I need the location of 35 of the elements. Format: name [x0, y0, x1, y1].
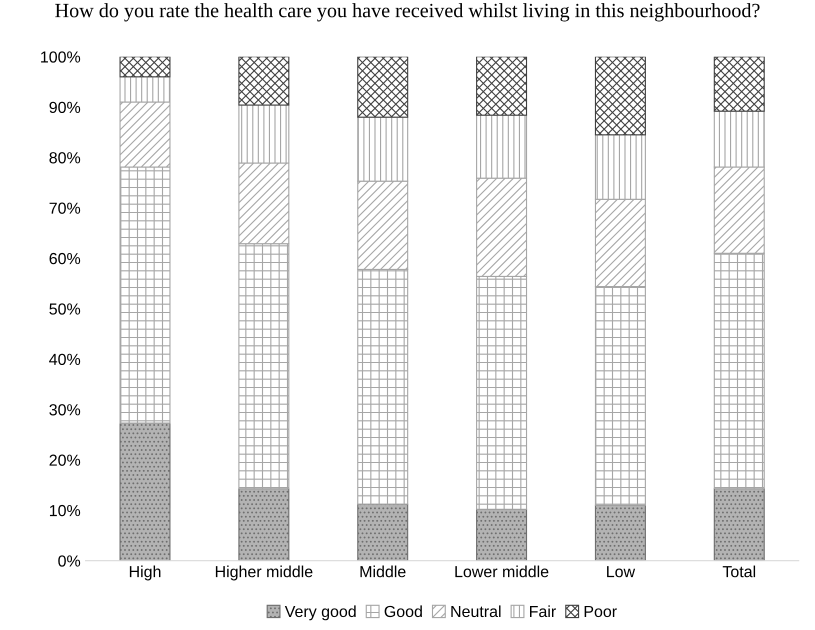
bar — [476, 56, 528, 116]
y-tick-label: 50% — [49, 303, 80, 315]
legend-label: Neutral — [451, 605, 500, 618]
x-tick-label: Total — [722, 566, 756, 578]
y-tick-label: 90% — [49, 102, 80, 114]
y-tick-label: 30% — [49, 404, 80, 416]
bar — [238, 56, 290, 106]
bar — [714, 488, 765, 561]
x-tick-label: Lower middle — [455, 566, 548, 578]
bar — [119, 56, 171, 78]
bar — [357, 504, 408, 561]
bar — [119, 422, 171, 561]
bar — [238, 488, 290, 561]
bar — [714, 56, 765, 112]
legend-label: Very good — [284, 605, 356, 620]
y-tick-label: 100% — [41, 51, 80, 63]
x-tick-label: High — [130, 566, 160, 580]
y-tick-label: 70% — [50, 202, 80, 214]
x-tick-label: Higher middle — [216, 566, 312, 580]
x-tick-label: Low — [607, 566, 636, 578]
legend-label: Poor — [584, 606, 617, 618]
y-tick-label: 10% — [50, 504, 80, 516]
legend-label: Fair — [530, 605, 556, 618]
legend-label: Good — [384, 605, 422, 618]
bar — [594, 56, 646, 136]
y-tick-label: 80% — [49, 152, 80, 164]
bar — [357, 56, 408, 118]
y-tick-label: 40% — [49, 354, 80, 366]
bar — [594, 504, 646, 561]
bar — [476, 508, 528, 561]
y-tick-label: 60% — [50, 252, 80, 264]
y-tick-label: 20% — [50, 454, 80, 466]
y-tick-label: 0% — [58, 555, 80, 567]
x-tick-label: Middle — [360, 566, 406, 578]
chart-title: How do you rate the health care you have received whilst living in this neighbourhood? — [55, 3, 760, 22]
